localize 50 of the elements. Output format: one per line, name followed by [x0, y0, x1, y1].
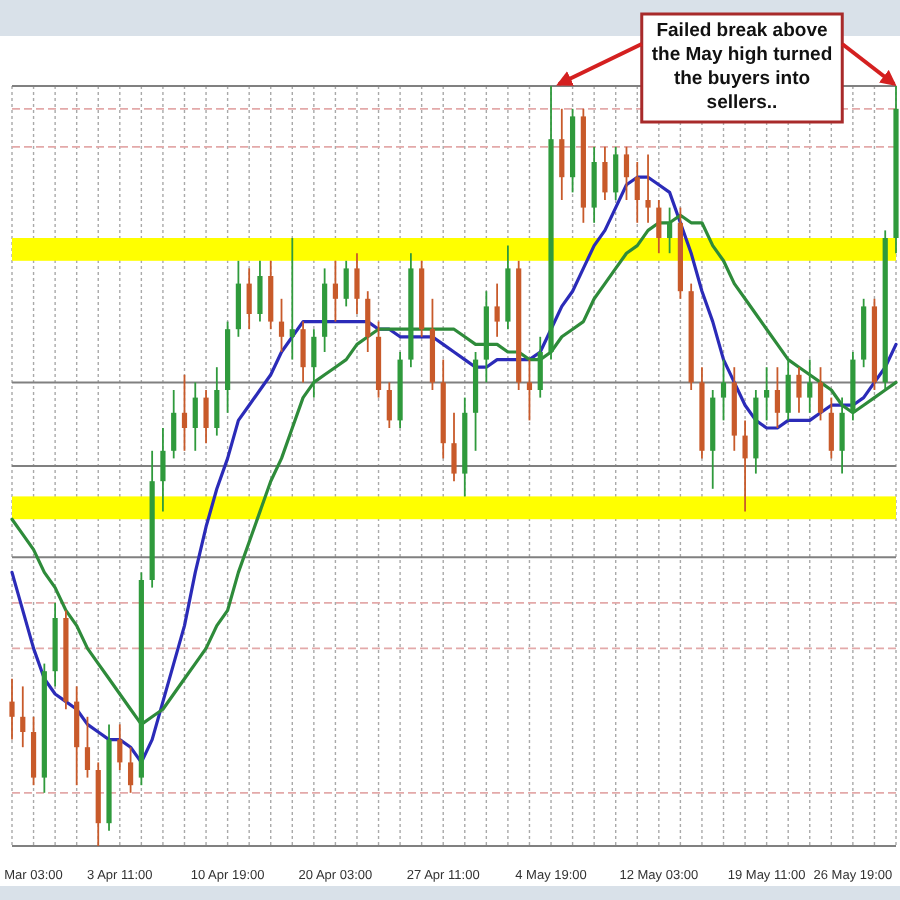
candlestick: [117, 723, 123, 771]
candlestick: [634, 161, 640, 224]
candlestick: [817, 366, 824, 422]
candlestick: [602, 145, 608, 201]
candlestick: [171, 389, 177, 460]
candlestick: [354, 252, 360, 315]
candlestick: [127, 746, 134, 794]
candlestick: [84, 715, 91, 779]
candlestick: [807, 358, 813, 414]
candlestick: [742, 419, 748, 513]
annotation: Failed break above the May high turned the buyers into sellers..: [651, 20, 833, 114]
candlestick: [257, 259, 263, 323]
candlestick: [526, 358, 533, 422]
candlestick: [289, 237, 295, 361]
candlestick: [656, 199, 662, 255]
candlestick: [537, 335, 543, 399]
candlestick: [203, 389, 209, 445]
candlestick: [774, 366, 781, 429]
candlestick: [9, 677, 15, 741]
candlestick: [192, 381, 198, 452]
candlestick: [451, 411, 457, 483]
candlestick: [796, 366, 802, 414]
candlestick: [311, 328, 317, 399]
candlestick: [20, 685, 26, 749]
candlestick: [613, 145, 619, 201]
candlestick: [246, 267, 252, 331]
candlestick: [720, 358, 727, 422]
candlestick: [645, 153, 651, 224]
candlestick: [591, 145, 597, 224]
candlestick: [235, 259, 241, 338]
candlestick: [764, 366, 770, 422]
candlestick: [30, 715, 37, 787]
candlestick: [667, 206, 673, 255]
candlestick: [74, 685, 80, 787]
candlestick: [300, 320, 306, 384]
candlestick: [828, 396, 834, 460]
candlestick: [559, 107, 565, 201]
candlestick: [839, 396, 845, 475]
candlestick: [160, 427, 166, 513]
candlestick: [386, 381, 392, 429]
candlestick: [332, 259, 339, 323]
candlestick: [181, 373, 188, 452]
candlestick: [278, 297, 285, 353]
candlestick: [785, 358, 791, 422]
candlestick: [623, 145, 630, 201]
candlestick: [214, 366, 220, 437]
candlestick: [268, 259, 274, 331]
candlestick: [343, 259, 349, 308]
candlestick: [365, 290, 371, 353]
candlestick: [494, 282, 500, 338]
